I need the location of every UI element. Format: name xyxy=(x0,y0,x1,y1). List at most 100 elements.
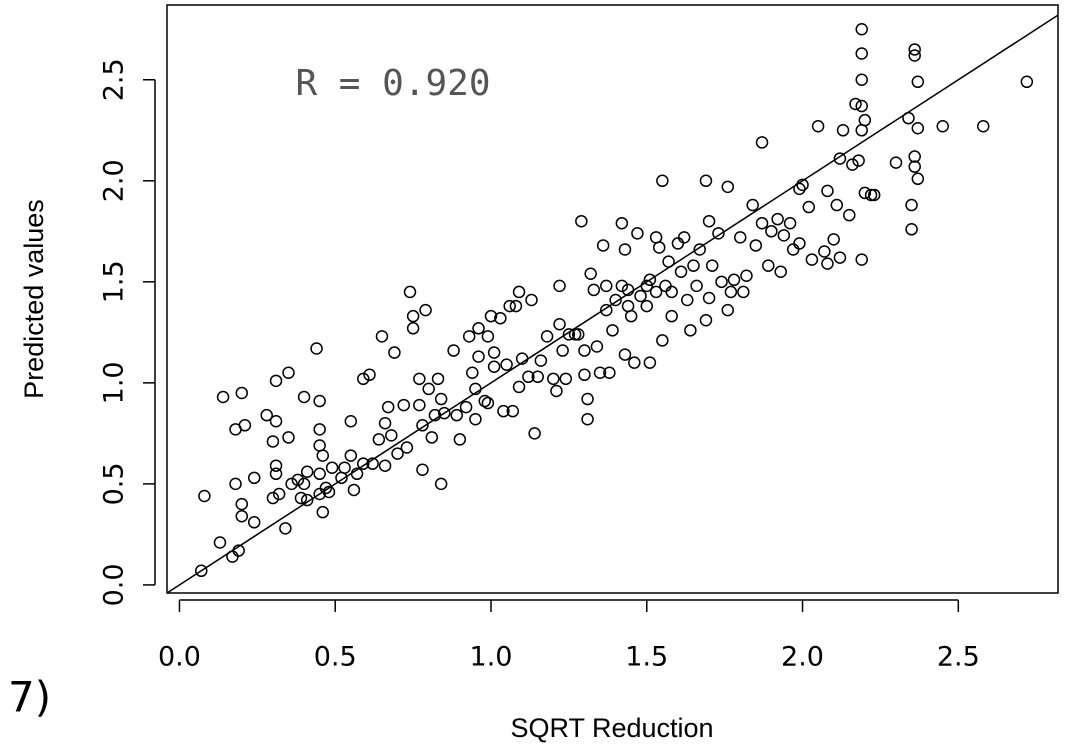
point xyxy=(316,449,330,462)
point xyxy=(581,412,594,426)
point xyxy=(291,473,305,487)
point xyxy=(313,423,326,436)
point xyxy=(372,433,386,446)
point xyxy=(618,348,632,361)
point xyxy=(487,360,501,373)
point xyxy=(469,382,482,396)
point xyxy=(571,328,585,341)
point xyxy=(525,293,538,307)
point xyxy=(198,489,211,503)
point xyxy=(936,119,949,133)
point xyxy=(652,241,666,254)
point xyxy=(746,198,759,212)
point xyxy=(509,299,523,313)
point xyxy=(665,285,678,299)
point xyxy=(765,225,778,238)
point xyxy=(600,303,613,317)
x-tick-label: 0.5 xyxy=(314,642,357,673)
point xyxy=(378,459,392,472)
point xyxy=(774,265,787,278)
point xyxy=(908,43,921,56)
x-axis-label: SQRT Reduction xyxy=(510,713,713,743)
point xyxy=(313,394,326,408)
point xyxy=(235,497,249,511)
point xyxy=(786,243,800,256)
point xyxy=(391,447,404,460)
point xyxy=(434,477,448,491)
point xyxy=(705,259,719,272)
point xyxy=(665,309,678,323)
point xyxy=(266,491,280,505)
point xyxy=(269,467,283,481)
point xyxy=(438,406,451,420)
panel-label: 7) xyxy=(8,673,51,722)
point xyxy=(494,311,507,325)
point xyxy=(908,49,921,62)
point xyxy=(484,309,498,323)
point xyxy=(388,346,401,359)
x-tick-label: 1.0 xyxy=(470,642,513,673)
point xyxy=(867,188,881,202)
point xyxy=(238,419,252,432)
point xyxy=(562,328,576,341)
point xyxy=(1020,75,1034,89)
point xyxy=(550,384,563,398)
point xyxy=(406,322,420,335)
point xyxy=(690,279,703,293)
point xyxy=(497,404,510,418)
point xyxy=(699,313,713,327)
point xyxy=(855,73,868,87)
point xyxy=(425,431,439,444)
point xyxy=(229,477,242,491)
point xyxy=(783,216,797,230)
point xyxy=(453,433,467,446)
point xyxy=(858,113,872,127)
point xyxy=(721,303,735,317)
point xyxy=(721,180,735,194)
point xyxy=(889,156,903,169)
point xyxy=(846,158,859,171)
point xyxy=(531,370,544,384)
point xyxy=(699,174,713,188)
annotation: R = 0.920 xyxy=(295,63,490,104)
point xyxy=(581,392,594,406)
point xyxy=(310,342,323,355)
point xyxy=(911,122,925,135)
y-tick-label: 0.5 xyxy=(99,462,130,505)
point xyxy=(472,322,485,335)
point xyxy=(662,255,675,268)
point xyxy=(693,243,706,256)
point xyxy=(603,366,616,380)
point xyxy=(540,330,554,343)
y-axis-label: Predicted values xyxy=(19,199,49,399)
point xyxy=(534,354,548,367)
point xyxy=(621,299,635,313)
point xyxy=(575,214,588,228)
point xyxy=(459,400,473,414)
point xyxy=(821,257,834,270)
point xyxy=(279,522,292,535)
point xyxy=(385,429,398,442)
point xyxy=(282,366,295,380)
point xyxy=(350,467,364,481)
point xyxy=(855,47,868,60)
point xyxy=(447,344,460,357)
point xyxy=(462,330,476,343)
point xyxy=(269,374,283,388)
point xyxy=(902,111,915,125)
point xyxy=(195,564,208,578)
point xyxy=(905,223,918,236)
point xyxy=(755,136,769,149)
point xyxy=(406,309,420,323)
point xyxy=(285,477,298,491)
point xyxy=(428,408,442,422)
x-tick-label: 0.0 xyxy=(158,642,201,673)
point xyxy=(512,380,526,394)
point xyxy=(818,245,831,258)
point xyxy=(833,251,847,264)
point xyxy=(528,427,541,440)
point xyxy=(640,299,654,313)
point xyxy=(297,477,311,491)
point xyxy=(553,279,566,293)
point xyxy=(247,516,261,529)
